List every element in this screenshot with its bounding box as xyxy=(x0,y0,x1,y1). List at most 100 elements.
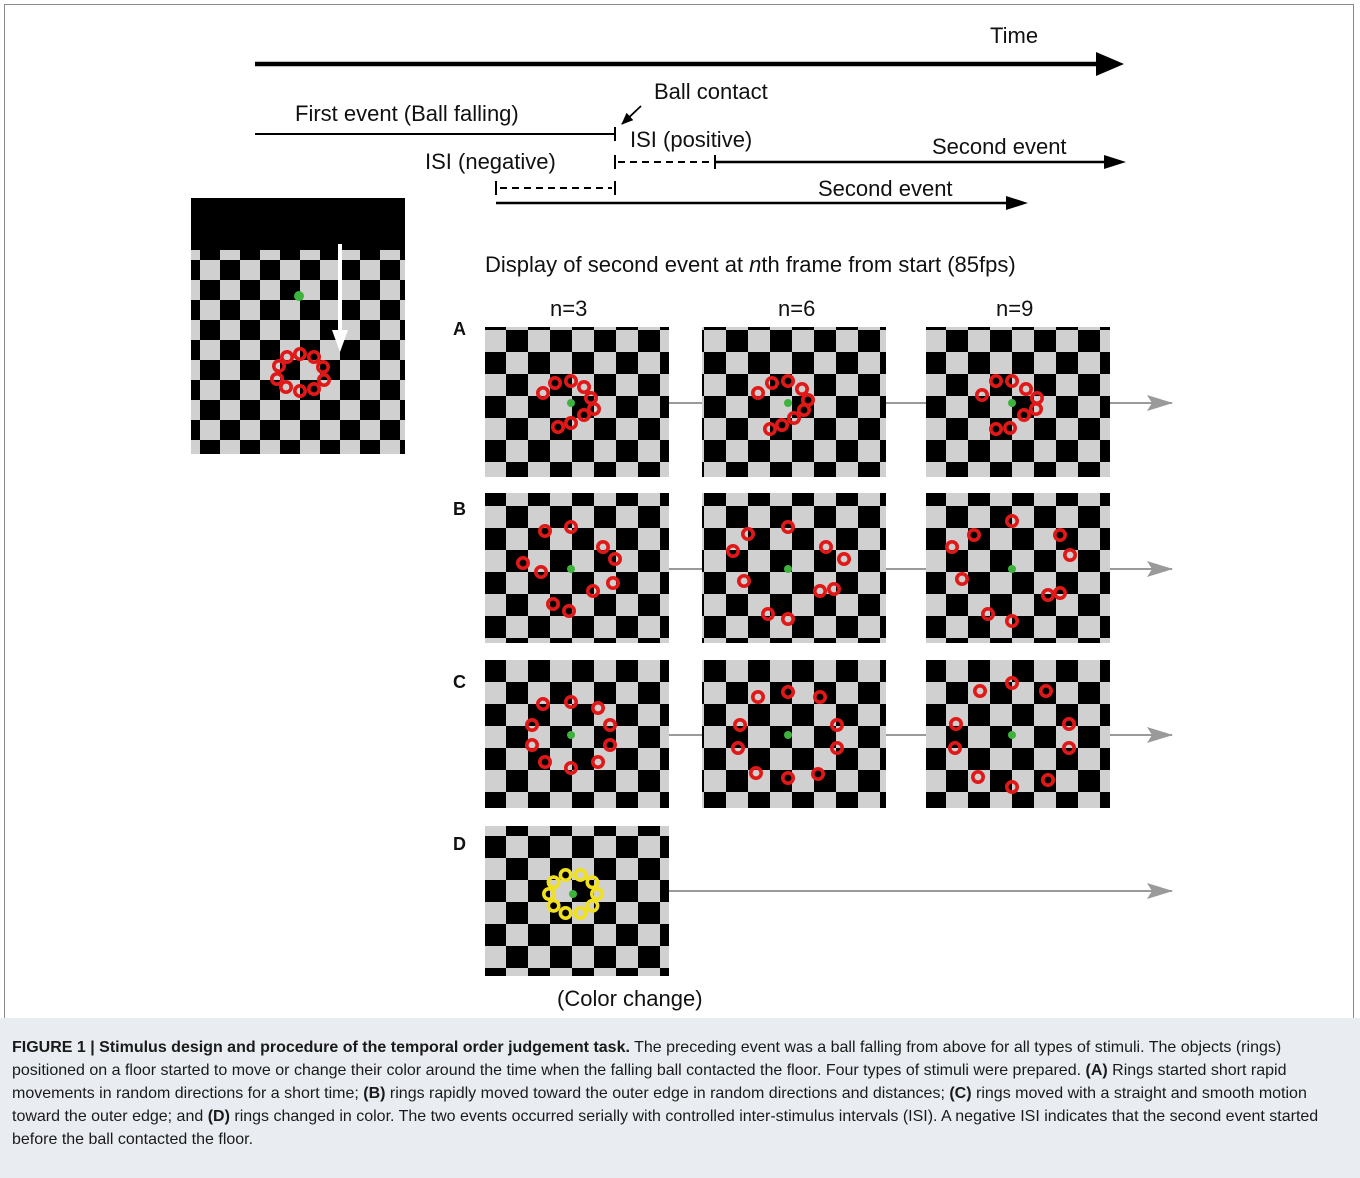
ring xyxy=(972,683,987,698)
ring xyxy=(279,349,294,364)
frame-label-n3: n=3 xyxy=(550,296,588,321)
caption-a-text: Rings started short rapid movements in r… xyxy=(12,1062,1287,1102)
figure-graphic xyxy=(191,52,1173,976)
ring xyxy=(944,539,959,554)
ring xyxy=(988,373,1003,388)
stimulus-frame-b-2 xyxy=(702,493,886,643)
second-event-lower-arrowhead xyxy=(1006,196,1028,210)
frame-label-n6: n=6 xyxy=(778,296,816,321)
display-heading-italic: n xyxy=(749,252,762,277)
ring xyxy=(760,606,775,621)
ring xyxy=(762,421,777,436)
caption-d-text: rings changed in color. The two events o… xyxy=(12,1108,1319,1148)
checkerboard-floor xyxy=(926,327,1110,477)
stimulus-frame-c-2 xyxy=(702,660,886,808)
ring xyxy=(826,581,841,596)
fixation-ball xyxy=(567,399,575,407)
time-arrowhead xyxy=(1096,52,1124,76)
ring xyxy=(595,539,610,554)
figure-caption: FIGURE 1 | Stimulus design and procedure… xyxy=(12,1036,1347,1151)
ring xyxy=(573,906,588,921)
panel-letter-a: A xyxy=(453,319,466,339)
second-event-upper-arrowhead xyxy=(1104,155,1126,169)
display-heading-suffix: th frame from start (85fps) xyxy=(761,252,1016,277)
stimulus-frame-d xyxy=(485,826,669,976)
ring xyxy=(774,417,789,432)
caption-b-text: rings rapidly moved toward the outer edg… xyxy=(385,1085,950,1102)
fixation-ball xyxy=(1008,731,1016,739)
second-event-lower-label: Second event xyxy=(818,176,953,201)
ring xyxy=(602,717,617,732)
ring xyxy=(1041,587,1056,602)
ring xyxy=(1004,513,1019,528)
ring xyxy=(1053,527,1068,542)
ring xyxy=(1002,420,1017,435)
fixation-ball xyxy=(784,565,792,573)
ring xyxy=(541,886,556,901)
ring xyxy=(537,754,552,769)
stimulus-panels xyxy=(485,327,1173,976)
ring xyxy=(576,407,591,422)
fixation-ball xyxy=(784,731,792,739)
ring xyxy=(563,760,578,775)
ring xyxy=(812,689,827,704)
ring xyxy=(563,694,578,709)
first-event-label: First event (Ball falling) xyxy=(295,101,519,126)
ring xyxy=(605,575,620,590)
caption-c-tag: (C) xyxy=(949,1085,972,1102)
ring xyxy=(748,765,763,780)
ring xyxy=(590,754,605,769)
ring xyxy=(1063,547,1078,562)
ring xyxy=(602,737,617,752)
ring xyxy=(736,573,751,588)
ring xyxy=(590,700,605,715)
ring xyxy=(546,875,561,890)
ring xyxy=(812,583,827,598)
ring xyxy=(829,717,844,732)
stimulus-frame-a-2 xyxy=(702,327,886,477)
ring xyxy=(561,603,576,618)
ring xyxy=(1029,401,1044,416)
checkerboard-floor xyxy=(485,493,669,643)
ring xyxy=(315,359,330,374)
ring xyxy=(980,606,995,621)
caption-d-tag: (D) xyxy=(207,1108,230,1125)
checkerboard-floor xyxy=(702,660,886,808)
checkerboard-floor xyxy=(485,826,669,976)
second-event-upper-label: Second event xyxy=(932,134,1067,159)
ring xyxy=(533,564,548,579)
ring xyxy=(292,346,307,361)
ring xyxy=(1053,585,1068,600)
checkerboard-floor xyxy=(485,327,669,477)
ring xyxy=(292,383,307,398)
ring xyxy=(966,527,981,542)
stimulus-frame-b-1 xyxy=(485,493,669,643)
ring xyxy=(750,689,765,704)
time-label: Time xyxy=(990,23,1039,48)
caption-a-tag: (A) xyxy=(1085,1062,1108,1079)
panel-letter-b: B xyxy=(453,499,466,519)
stimulus-frame-a-1 xyxy=(485,327,669,477)
ring xyxy=(589,886,604,901)
display-heading: Display of second event at nth frame fro… xyxy=(485,253,1016,277)
ring xyxy=(586,401,601,416)
isi-negative-label: ISI (negative) xyxy=(425,149,556,174)
isi-positive-label: ISI (positive) xyxy=(630,127,753,152)
falling-ball xyxy=(294,291,304,301)
ball-contact-label: Ball contact xyxy=(654,79,768,104)
ring xyxy=(558,906,573,921)
ring xyxy=(780,373,795,388)
ring xyxy=(1018,381,1033,396)
caption-background xyxy=(0,1018,1360,1178)
ring xyxy=(780,684,795,699)
ring xyxy=(535,385,550,400)
ring xyxy=(730,740,745,755)
ring xyxy=(585,583,600,598)
ring xyxy=(970,769,985,784)
ring xyxy=(829,740,844,755)
initial-ring-cluster xyxy=(269,346,331,398)
ring xyxy=(269,371,284,386)
stimulus-frame-c-1 xyxy=(485,660,669,808)
ring xyxy=(780,611,795,626)
ring xyxy=(725,543,740,558)
